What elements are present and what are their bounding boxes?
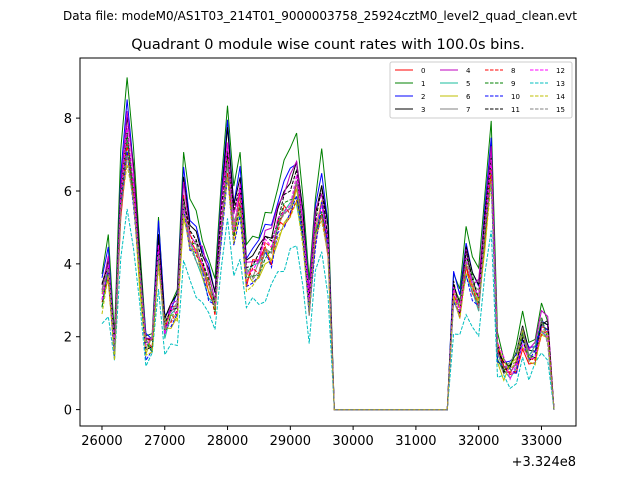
x-tick-label: 32000	[458, 434, 499, 449]
x-tick-label: 30000	[332, 434, 373, 449]
legend-label: 8	[511, 67, 515, 75]
legend-label: 13	[556, 80, 565, 88]
x-tick-label: 26000	[81, 434, 122, 449]
chart-title: Quadrant 0 module wise count rates with …	[131, 37, 525, 53]
legend-label: 7	[466, 106, 470, 114]
series-line-module-12	[101, 125, 555, 411]
legend-label: 14	[556, 93, 565, 101]
series-line-module-14	[101, 164, 555, 411]
legend-label: 11	[511, 106, 520, 114]
x-tick-label: 29000	[270, 434, 311, 449]
legend-label: 10	[511, 93, 520, 101]
y-tick-label: 4	[64, 258, 72, 273]
x-tick-label: 33000	[521, 434, 562, 449]
y-tick-label: 2	[64, 331, 72, 346]
legend-label: 4	[466, 67, 471, 75]
axes-frame	[79, 57, 577, 427]
y-tick-label: 6	[64, 185, 72, 200]
chart-suptitle: Data file: modeM0/AS1T03_214T01_90000037…	[63, 9, 577, 23]
y-tick-label: 0	[64, 404, 72, 419]
legend-box	[389, 61, 573, 119]
legend-label: 0	[421, 67, 425, 75]
legend-label: 1	[421, 80, 425, 88]
y-axis: 0 2 4 6 8	[64, 112, 80, 419]
legend-label: 15	[556, 106, 565, 114]
legend-label: 12	[556, 67, 565, 75]
legend-label: 3	[421, 106, 425, 114]
x-tick-label: 27000	[144, 434, 185, 449]
legend-label: 5	[466, 80, 470, 88]
plot-lines	[101, 77, 555, 411]
series-line-module-13	[101, 208, 555, 411]
series-line-module-15	[101, 154, 555, 411]
legend-label: 2	[421, 93, 425, 101]
x-axis: 26000 27000 28000 29000 30000 31000 32000 33000	[81, 426, 562, 449]
y-tick-label: 8	[64, 112, 72, 127]
legend-label: 6	[466, 93, 471, 101]
x-axis-offset-label: +3.324e8	[512, 455, 576, 470]
legend-label: 9	[511, 80, 515, 88]
x-tick-label: 28000	[207, 434, 248, 449]
x-tick-label: 31000	[395, 434, 436, 449]
